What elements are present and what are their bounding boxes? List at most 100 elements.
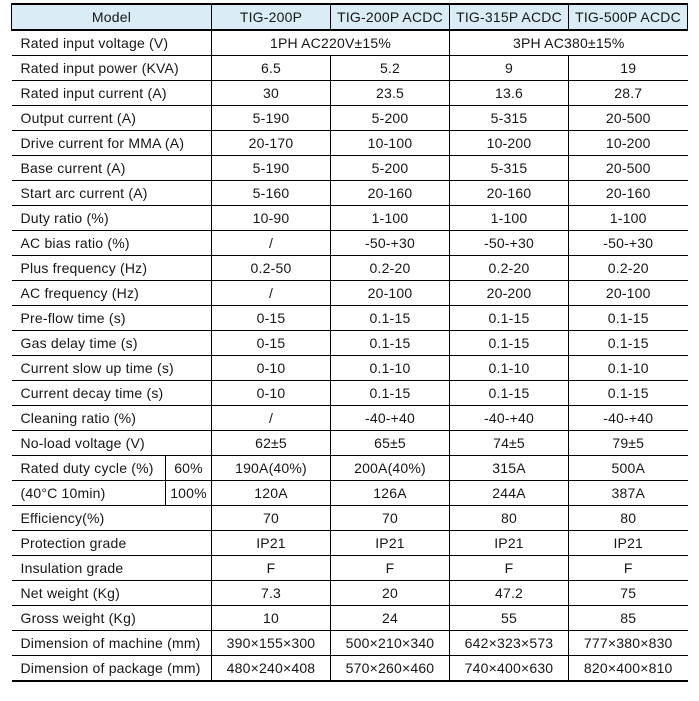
column-header-tig-315p-acdc: TIG-315P ACDC	[449, 3, 569, 31]
value-cell: 80	[449, 505, 569, 531]
value-cell: 65±5	[330, 430, 450, 456]
voltage-row: Rated input voltage (V) 1PH AC220V±15% 3…	[11, 29, 688, 56]
value-cell: 0.1-10	[330, 355, 450, 381]
value-cell: 5-190	[211, 155, 331, 181]
row-label: Rated input current (A)	[11, 80, 212, 106]
spec-row: Start arc current (A) 5-160 20-160 20-16…	[11, 180, 688, 206]
column-header-tig-200p: TIG-200P	[211, 3, 331, 31]
spec-row: Rated input current (A) 30 23.5 13.6 28.…	[11, 80, 688, 106]
value-cell: 244A	[449, 480, 569, 506]
value-cell: 10-200	[449, 130, 569, 156]
value-cell: 0-15	[211, 305, 331, 331]
row-label: Plus frequency (Hz)	[11, 255, 212, 281]
value-cell: -40-+40	[330, 405, 450, 431]
value-cell: 55	[449, 605, 569, 631]
row-label: Current slow up time (s)	[11, 355, 212, 381]
row-label: Gas delay time (s)	[11, 330, 212, 356]
spec-table: Model TIG-200P TIG-200P ACDC TIG-315P AC…	[11, 3, 688, 682]
value-cell: 740×400×630	[449, 655, 569, 682]
value-cell: 0.2-20	[449, 255, 569, 281]
value-cell: 10-100	[330, 130, 450, 156]
row-label: Current decay time (s)	[11, 380, 212, 406]
value-cell: 20-500	[568, 105, 688, 131]
value-cell: 0.2-50	[211, 255, 331, 281]
value-cell: -40-+40	[568, 405, 688, 431]
value-cell: 20-100	[330, 280, 450, 306]
value-cell: 5-160	[211, 180, 331, 206]
value-cell: 0-10	[211, 380, 331, 406]
value-cell: 5-190	[211, 105, 331, 131]
value-cell: 20-160	[568, 180, 688, 206]
duty-cycle-row-100: (40°C 10min) 100% 120A 126A 244A 387A	[11, 480, 688, 506]
spec-row: Drive current for MMA (A) 20-170 10-100 …	[11, 130, 688, 156]
value-cell: 10	[211, 605, 331, 631]
spec-row: Rated input power (KVA) 6.5 5.2 9 19	[11, 55, 688, 81]
value-cell: /	[211, 230, 331, 256]
row-label: Efficiency(%)	[11, 505, 212, 531]
row-label: Pre-flow time (s)	[11, 305, 212, 331]
row-label: Rated duty cycle (%)	[11, 455, 166, 481]
value-cell: 79±5	[568, 430, 688, 456]
value-cell: 0.2-20	[330, 255, 450, 281]
value-cell: 777×380×830	[568, 630, 688, 656]
value-cell: 10-90	[211, 205, 331, 231]
value-cell: 0.1-15	[568, 305, 688, 331]
row-label: Dimension of machine (mm)	[11, 630, 212, 656]
row-label: Dimension of package (mm)	[11, 655, 212, 682]
value-cell: 0.1-15	[449, 330, 569, 356]
row-label: Cleaning ratio (%)	[11, 405, 212, 431]
value-cell: 28.7	[568, 80, 688, 106]
value-cell: 480×240×408	[211, 655, 331, 682]
value-cell: 74±5	[449, 430, 569, 456]
value-cell: 20-160	[449, 180, 569, 206]
value-cell: 20-160	[330, 180, 450, 206]
column-header-tig-500p-acdc: TIG-500P ACDC	[568, 3, 688, 31]
value-cell: IP21	[449, 530, 569, 556]
row-label: Net weight (Kg)	[11, 580, 212, 606]
value-cell: 85	[568, 605, 688, 631]
spec-row: Gas delay time (s) 0-15 0.1-15 0.1-15 0.…	[11, 330, 688, 356]
voltage-group-cell-1ph: 1PH AC220V±15%	[211, 29, 450, 56]
value-cell: 0.2-20	[568, 255, 688, 281]
value-cell: -50-+30	[330, 230, 450, 256]
row-label: AC frequency (Hz)	[11, 280, 212, 306]
row-label: Insulation grade	[11, 555, 212, 581]
value-cell: /	[211, 280, 331, 306]
spec-sheet-page: Model TIG-200P TIG-200P ACDC TIG-315P AC…	[11, 3, 688, 682]
spec-row: Cleaning ratio (%) / -40-+40 -40-+40 -40…	[11, 405, 688, 431]
spec-row: Current slow up time (s) 0-10 0.1-10 0.1…	[11, 355, 688, 381]
spec-row: Current decay time (s) 0-10 0.1-15 0.1-1…	[11, 380, 688, 406]
spec-row: Dimension of package (mm) 480×240×408 57…	[11, 655, 688, 682]
value-cell: 20-100	[568, 280, 688, 306]
value-cell: 23.5	[330, 80, 450, 106]
value-cell: IP21	[211, 530, 331, 556]
value-cell: -40-+40	[449, 405, 569, 431]
spec-row: Dimension of machine (mm) 390×155×300 50…	[11, 630, 688, 656]
value-cell: 120A	[211, 480, 331, 506]
value-cell: 126A	[330, 480, 450, 506]
spec-row: No-load voltage (V) 62±5 65±5 74±5 79±5	[11, 430, 688, 456]
value-cell: 20-170	[211, 130, 331, 156]
value-cell: 190A(40%)	[211, 455, 331, 481]
spec-row: Insulation grade F F F F	[11, 555, 688, 581]
value-cell: 200A(40%)	[330, 455, 450, 481]
header-model-cell: Model	[11, 3, 212, 31]
value-cell: F	[449, 555, 569, 581]
value-cell: 0-15	[211, 330, 331, 356]
value-cell: 6.5	[211, 55, 331, 81]
spec-row: Base current (A) 5-190 5-200 5-315 20-50…	[11, 155, 688, 181]
value-cell: IP21	[568, 530, 688, 556]
value-cell: 1-100	[449, 205, 569, 231]
value-cell: 570×260×460	[330, 655, 450, 682]
row-label: (40°C 10min)	[11, 480, 166, 506]
value-cell: 30	[211, 80, 331, 106]
value-cell: -50-+30	[568, 230, 688, 256]
value-cell: 70	[211, 505, 331, 531]
value-cell: 19	[568, 55, 688, 81]
value-cell: F	[211, 555, 331, 581]
spec-row: Duty ratio (%) 10-90 1-100 1-100 1-100	[11, 205, 688, 231]
row-label: Duty ratio (%)	[11, 205, 212, 231]
value-cell: 0.1-10	[449, 355, 569, 381]
row-label: Protection grade	[11, 530, 212, 556]
row-label: Output current (A)	[11, 105, 212, 131]
